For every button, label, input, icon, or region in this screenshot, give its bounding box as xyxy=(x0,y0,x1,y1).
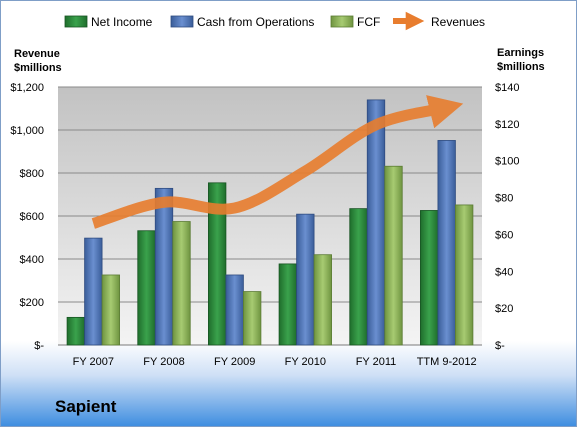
bar-fcf xyxy=(101,274,120,346)
series-line-revenues xyxy=(91,95,464,229)
y-right-tick-label: $20 xyxy=(495,303,513,315)
y-left-tick-label: $- xyxy=(34,340,44,352)
y-right-tick-label: $80 xyxy=(495,193,513,205)
legend-swatch-net-income xyxy=(64,15,88,28)
y-left-tick-label: $200 xyxy=(20,297,44,309)
legend-label-revenues: Revenues xyxy=(431,15,485,29)
y-left-tick-label: $1,200 xyxy=(10,82,44,94)
x-tick-label: FY 2010 xyxy=(285,356,326,368)
y-left-tick-label: $1,000 xyxy=(10,125,44,137)
x-tick-label: FY 2008 xyxy=(143,356,184,368)
x-tick-label: FY 2011 xyxy=(356,356,397,368)
bar-net-income xyxy=(137,230,156,346)
bar-cash-from-operations xyxy=(154,187,174,346)
y-right-tick-label: $- xyxy=(495,340,505,352)
bar-cash-from-operations xyxy=(84,237,103,346)
bar-fcf xyxy=(313,254,332,346)
bar-cash-from-operations xyxy=(296,213,315,346)
bar-net-income xyxy=(66,316,85,346)
y-right-tick-label: $140 xyxy=(495,82,519,94)
bar-fcf xyxy=(172,221,191,346)
legend-label-cash-from-operations: Cash from Operations xyxy=(197,15,314,29)
legend-label-fcf: FCF xyxy=(357,15,380,29)
y-right-tick-label: $120 xyxy=(495,119,519,131)
legend-swatch-fcf xyxy=(330,15,354,28)
y-right-tick-label: $40 xyxy=(495,266,513,278)
legend-swatch-cash-from-operations xyxy=(170,15,194,28)
y-left-title: Revenue xyxy=(14,48,60,60)
bar-fcf xyxy=(455,204,474,346)
y-left-tick-label: $400 xyxy=(20,254,44,266)
y-right-tick-label: $60 xyxy=(495,229,513,241)
y-right-tick-label: $100 xyxy=(495,156,519,168)
y-left-tick-label: $800 xyxy=(20,168,44,180)
company-name: Sapient xyxy=(55,397,117,416)
bar-cash-from-operations xyxy=(366,99,386,346)
y-left-title-units: $millions xyxy=(14,62,62,74)
bar-net-income xyxy=(278,263,297,346)
bar-net-income xyxy=(349,208,368,346)
x-tick-label: TTM 9-2012 xyxy=(417,356,477,368)
x-tick-label: FY 2007 xyxy=(73,356,114,368)
legend-label-net-income: Net Income xyxy=(91,15,153,29)
bar-net-income xyxy=(208,182,227,346)
bar-fcf xyxy=(243,291,262,346)
bar-cash-from-operations xyxy=(225,274,244,346)
y-right-title-units: $millions xyxy=(497,61,545,73)
y-left-tick-label: $600 xyxy=(20,211,44,223)
y-right-title: Earnings xyxy=(497,47,544,59)
bar-fcf xyxy=(384,165,403,346)
x-tick-label: FY 2009 xyxy=(214,356,255,368)
bar-net-income xyxy=(420,210,439,346)
bar-cash-from-operations xyxy=(437,140,456,346)
